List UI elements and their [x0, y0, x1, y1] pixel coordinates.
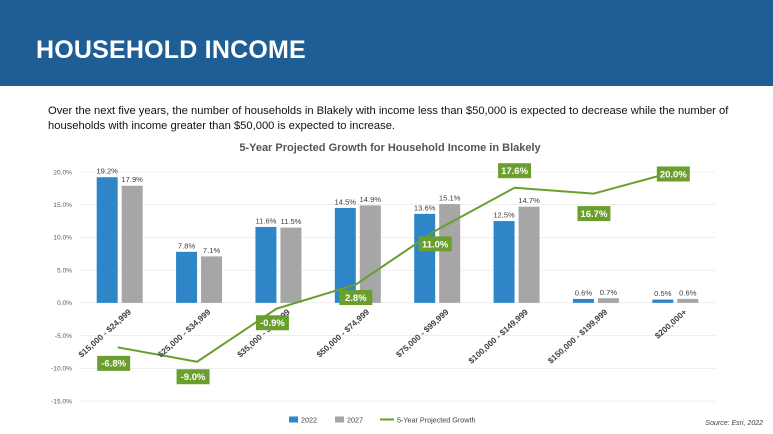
bar-2027	[359, 205, 381, 303]
growth-label: 16.7%	[580, 209, 607, 220]
legend-label-growth: 5-Year Projected Growth	[397, 416, 475, 425]
bar-label-2022: 0.6%	[575, 288, 593, 297]
category-label: $25,000 - $34,999	[156, 307, 213, 360]
bar-label-2027: 0.7%	[600, 288, 618, 297]
y-tick-label: -10.0%	[51, 366, 72, 373]
source-note: Source: Esri, 2022	[705, 420, 763, 427]
growth-label: 11.0%	[422, 239, 449, 250]
bar-2022	[572, 298, 594, 303]
y-tick-label: -15.0%	[51, 398, 72, 405]
growth-labels: -6.8% -9.0% -0.9% 2.8% 11.0% 17.6% 16.7% 20.0%	[97, 163, 690, 385]
legend-label-2022: 2022	[301, 416, 317, 425]
y-tick-label: 0.0%	[57, 300, 72, 307]
category-label: $100,000 - $149,999	[466, 307, 530, 366]
bar-label-2022: 0.5%	[654, 289, 672, 298]
legend-label-2027: 2027	[347, 416, 363, 425]
bar-label-2022: 7.8%	[178, 241, 196, 250]
legend-swatch-2022	[289, 416, 298, 423]
bar-label-2027: 14.9%	[360, 195, 382, 204]
growth-label: 20.0%	[660, 169, 687, 180]
y-axis: 20.0% 15.0% 10.0% 5.0% 0.0% -5.0% -10.0% -15.0%	[51, 169, 72, 405]
bar-2022	[493, 221, 515, 303]
page-subtitle: Over the next five years, the number of …	[48, 105, 729, 132]
bars	[96, 177, 699, 303]
bar-label-2027: 7.1%	[203, 246, 221, 255]
category-label: $75,000 - $99,999	[394, 307, 451, 360]
bar-2027	[439, 204, 461, 303]
growth-label-box	[97, 355, 131, 371]
growth-line-path	[117, 171, 674, 363]
growth-label-box	[498, 163, 532, 179]
growth-label: 17.6%	[501, 166, 528, 177]
y-tick-label: 20.0%	[53, 169, 72, 176]
bar-2022	[176, 251, 198, 303]
bar-labels: 19.2%17.9% 7.8% 7.1% 11.6% 11.5% 14.5% 14.9% 13…	[96, 167, 696, 298]
gridlines	[80, 171, 715, 402]
bar-2027	[280, 227, 302, 303]
bar-2027	[597, 298, 619, 303]
bar-label-2027: 11.5%	[280, 217, 301, 226]
growth-label-box	[176, 369, 210, 385]
bar-2027	[518, 206, 540, 303]
growth-label-box	[418, 236, 452, 252]
bar-2022	[255, 226, 277, 303]
bar-label-2027: 17.9%	[121, 175, 143, 184]
category-label: $150,000 - $199,999	[546, 307, 610, 366]
bar-2022	[334, 207, 356, 303]
bar-label-2027: 14.7%	[518, 196, 540, 205]
growth-label: 2.8%	[345, 293, 367, 304]
chart-title: 5-Year Projected Growth for Household In…	[239, 142, 541, 154]
bar-label-2022: 13.6%	[414, 203, 436, 212]
growth-label-box	[255, 315, 289, 331]
bar-label-2027: 0.6%	[679, 288, 697, 297]
bar-2027	[121, 185, 143, 303]
y-tick-label: 5.0%	[57, 267, 72, 274]
bar-label-2022: 19.2%	[96, 167, 118, 176]
category-label: $50,000 - $74,999	[314, 307, 371, 360]
page-title: HOUSEHOLD INCOME	[36, 36, 306, 64]
legend: 2022 2027 5-Year Projected Growth	[289, 416, 475, 425]
bar-2022	[96, 177, 118, 303]
category-label: $35,000 - $49,999	[235, 307, 292, 360]
growth-line	[117, 171, 674, 363]
growth-label-box	[577, 206, 611, 222]
bar-label-2022: 12.5%	[493, 211, 515, 220]
bar-2022	[652, 299, 674, 303]
header-banner: HOUSEHOLD INCOME	[0, 0, 773, 86]
bar-2022	[414, 213, 436, 303]
growth-label-box	[656, 166, 690, 182]
bar-2027	[677, 298, 699, 303]
category-label: $15,000 - $24,999	[76, 307, 133, 360]
growth-label: -9.0%	[181, 372, 206, 383]
bar-label-2027: 15.1%	[439, 194, 461, 203]
y-tick-label: -5.0%	[55, 333, 72, 340]
bar-2027	[201, 256, 223, 303]
y-tick-label: 10.0%	[53, 235, 72, 242]
bar-label-2022: 11.6%	[255, 216, 276, 225]
legend-swatch-2027	[335, 416, 344, 423]
growth-label-box	[339, 290, 373, 306]
bar-label-2022: 14.5%	[335, 197, 357, 206]
y-tick-label: 15.0%	[53, 202, 72, 209]
growth-label: -0.9%	[260, 318, 285, 329]
growth-label: -6.8%	[101, 359, 126, 370]
